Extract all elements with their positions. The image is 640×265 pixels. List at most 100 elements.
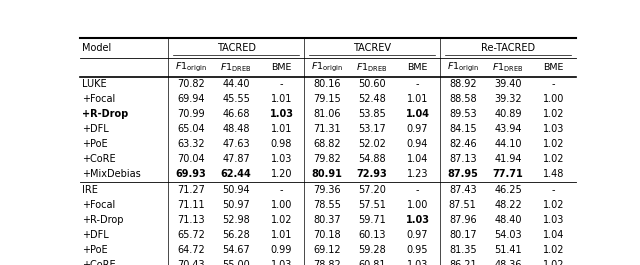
Text: 78.82: 78.82 [313,259,340,265]
Text: BME: BME [271,63,292,72]
Text: 1.02: 1.02 [543,259,564,265]
Text: BME: BME [407,63,428,72]
Text: 50.94: 50.94 [223,185,250,195]
Text: 1.02: 1.02 [543,139,564,149]
Text: 46.68: 46.68 [223,109,250,119]
Text: 87.13: 87.13 [449,154,477,164]
Text: 70.99: 70.99 [177,109,205,119]
Text: 87.51: 87.51 [449,200,477,210]
Text: 1.02: 1.02 [271,215,292,225]
Text: 43.94: 43.94 [494,124,522,134]
Text: -: - [416,79,419,89]
Text: 57.51: 57.51 [358,200,386,210]
Text: 69.93: 69.93 [175,169,206,179]
Text: +CoRE: +CoRE [83,259,116,265]
Text: $F1_{\mathrm{origin}}$: $F1_{\mathrm{origin}}$ [311,61,343,74]
Text: 0.98: 0.98 [271,139,292,149]
Text: 0.99: 0.99 [271,245,292,255]
Text: $F1_{\mathrm{origin}}$: $F1_{\mathrm{origin}}$ [447,61,479,74]
Text: 48.22: 48.22 [494,200,522,210]
Text: 70.82: 70.82 [177,79,205,89]
Text: +MixDebias: +MixDebias [83,169,141,179]
Text: 46.25: 46.25 [494,185,522,195]
Text: 71.31: 71.31 [313,124,340,134]
Text: 1.01: 1.01 [271,94,292,104]
Text: 1.03: 1.03 [271,154,292,164]
Text: 87.96: 87.96 [449,215,477,225]
Text: IRE: IRE [83,185,99,195]
Text: +Focal: +Focal [83,94,116,104]
Text: +R-Drop: +R-Drop [83,215,124,225]
Text: 1.03: 1.03 [406,215,429,225]
Text: +PoE: +PoE [83,139,108,149]
Text: 80.37: 80.37 [313,215,340,225]
Text: 1.03: 1.03 [543,215,564,225]
Text: 71.11: 71.11 [177,200,205,210]
Text: 59.71: 59.71 [358,215,386,225]
Text: 1.20: 1.20 [271,169,292,179]
Text: 1.04: 1.04 [406,109,429,119]
Text: 69.12: 69.12 [313,245,340,255]
Text: 41.94: 41.94 [494,154,522,164]
Text: 54.67: 54.67 [222,245,250,255]
Text: 60.13: 60.13 [358,230,386,240]
Text: 1.00: 1.00 [543,94,564,104]
Text: 0.95: 0.95 [406,245,428,255]
Text: 80.17: 80.17 [449,230,477,240]
Text: 50.97: 50.97 [222,200,250,210]
Text: 40.89: 40.89 [494,109,522,119]
Text: 79.36: 79.36 [313,185,340,195]
Text: 64.72: 64.72 [177,245,205,255]
Text: 51.41: 51.41 [494,245,522,255]
Text: 56.28: 56.28 [222,230,250,240]
Text: 87.43: 87.43 [449,185,477,195]
Text: 1.23: 1.23 [406,169,428,179]
Text: 59.28: 59.28 [358,245,386,255]
Text: 81.35: 81.35 [449,245,477,255]
Text: +CoRE: +CoRE [83,154,116,164]
Text: 79.15: 79.15 [313,94,340,104]
Text: 1.01: 1.01 [407,94,428,104]
Text: 1.02: 1.02 [543,245,564,255]
Text: 72.93: 72.93 [356,169,387,179]
Text: 57.20: 57.20 [358,185,386,195]
Text: 53.17: 53.17 [358,124,386,134]
Text: 77.71: 77.71 [493,169,524,179]
Text: 39.32: 39.32 [494,94,522,104]
Text: 1.03: 1.03 [543,124,564,134]
Text: +PoE: +PoE [83,245,108,255]
Text: 88.58: 88.58 [449,94,477,104]
Text: 70.43: 70.43 [177,259,205,265]
Text: 87.95: 87.95 [447,169,478,179]
Text: 48.48: 48.48 [223,124,250,134]
Text: 52.48: 52.48 [358,94,386,104]
Text: $F1_{\mathrm{DREB}}$: $F1_{\mathrm{DREB}}$ [220,61,252,74]
Text: 55.00: 55.00 [222,259,250,265]
Text: 86.21: 86.21 [449,259,477,265]
Text: 1.02: 1.02 [543,200,564,210]
Text: $F1_{\mathrm{DREB}}$: $F1_{\mathrm{DREB}}$ [492,61,524,74]
Text: 44.10: 44.10 [494,139,522,149]
Text: 1.02: 1.02 [543,109,564,119]
Text: 70.04: 70.04 [177,154,205,164]
Text: $F1_{\mathrm{DREB}}$: $F1_{\mathrm{DREB}}$ [356,61,388,74]
Text: 1.00: 1.00 [271,200,292,210]
Text: LUKE: LUKE [83,79,107,89]
Text: 48.40: 48.40 [494,215,522,225]
Text: +DFL: +DFL [83,230,109,240]
Text: 48.36: 48.36 [494,259,522,265]
Text: 1.48: 1.48 [543,169,564,179]
Text: 1.04: 1.04 [543,230,564,240]
Text: $F1_{\mathrm{origin}}$: $F1_{\mathrm{origin}}$ [175,61,207,74]
Text: 1.00: 1.00 [407,200,428,210]
Text: -: - [552,185,555,195]
Text: 79.82: 79.82 [313,154,340,164]
Text: 1.03: 1.03 [269,109,294,119]
Text: 1.03: 1.03 [407,259,428,265]
Text: Re-TACRED: Re-TACRED [481,43,535,53]
Text: 54.03: 54.03 [494,230,522,240]
Text: 47.63: 47.63 [223,139,250,149]
Text: -: - [280,185,284,195]
Text: 81.06: 81.06 [313,109,340,119]
Text: 54.88: 54.88 [358,154,386,164]
